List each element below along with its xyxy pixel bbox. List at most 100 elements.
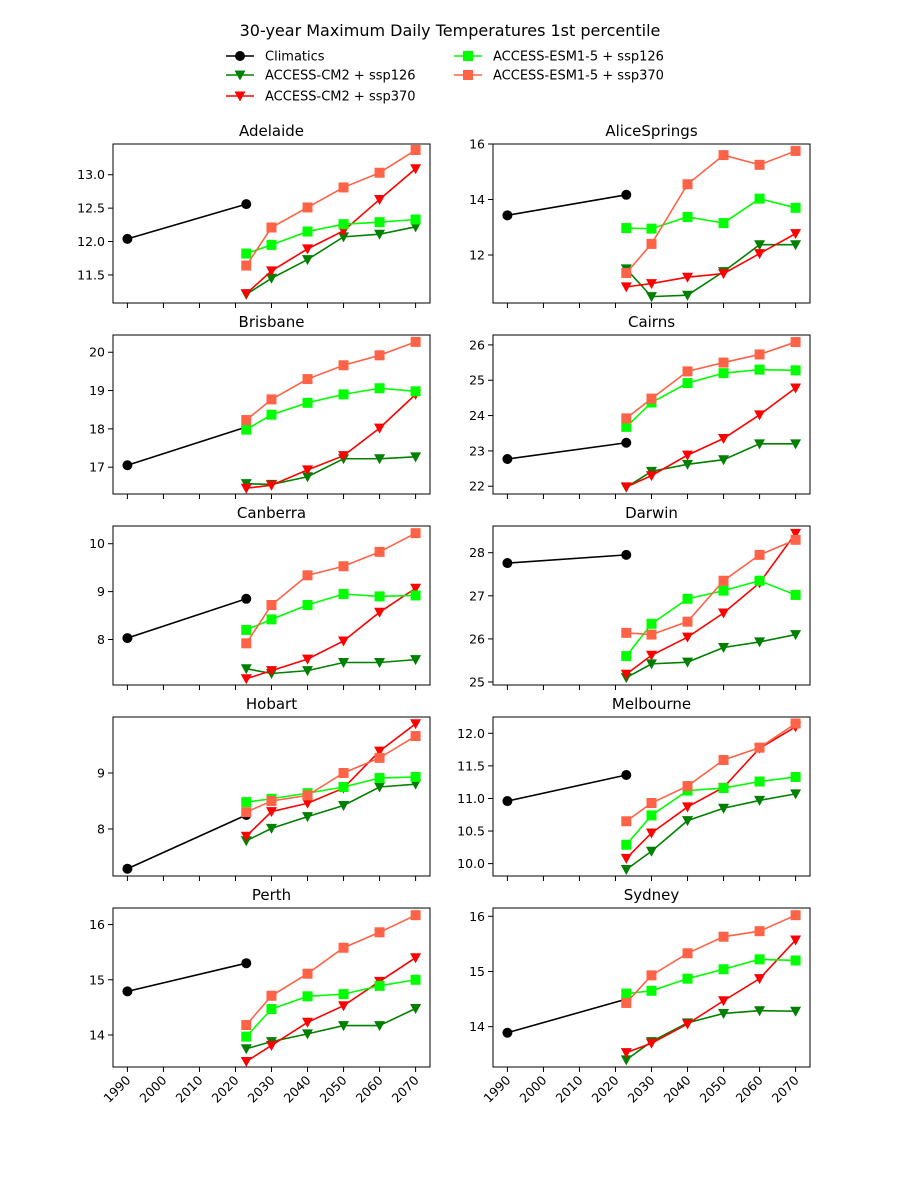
- axes-frame: [492, 716, 811, 877]
- subplot-title: Sydney: [624, 886, 680, 904]
- series-line-access-esm1-5-ssp370: [245, 149, 417, 267]
- data-point-climatics-1990: [122, 986, 133, 997]
- legend-marker-access-cm2-ssp126: [234, 70, 246, 81]
- data-point-access-esm1-5-ssp126-2070: [410, 386, 421, 397]
- data-point-access-esm1-5-ssp126-2070: [410, 974, 421, 985]
- data-point-access-cm2-ssp126-2030: [266, 273, 277, 284]
- data-point-access-esm1-5-ssp370-2030: [646, 798, 657, 809]
- data-point-access-esm1-5-ssp370-2060: [374, 927, 385, 938]
- series-access-esm1-5-ssp370: [621, 145, 801, 279]
- data-point-access-cm2-ssp370-2050: [338, 636, 350, 647]
- data-point-access-esm1-5-ssp370-2050: [718, 357, 729, 368]
- data-point-access-esm1-5-ssp126-2060: [374, 980, 385, 991]
- subplot-title: Hobart: [246, 695, 297, 713]
- data-point-access-cm2-ssp126-2070: [790, 789, 802, 800]
- data-point-access-cm2-ssp126-2023: [240, 1044, 252, 1055]
- axes-frame: [492, 143, 811, 304]
- data-point-climatics-1990: [502, 796, 513, 807]
- data-point-access-esm1-5-ssp126-2023: [241, 1031, 252, 1042]
- data-point-access-esm1-5-ssp126-2040: [302, 600, 313, 611]
- legend-marker-climatics: [235, 51, 245, 61]
- plot-area: [502, 528, 802, 684]
- data-point-access-esm1-5-ssp370-2070: [410, 145, 421, 156]
- data-point-access-esm1-5-ssp370-2070: [410, 731, 421, 742]
- data-point-access-esm1-5-ssp370-2060: [754, 549, 765, 560]
- data-point-access-cm2-ssp370-2023: [240, 674, 252, 685]
- series-climatics: [502, 769, 632, 807]
- data-point-access-cm2-ssp126-2060: [754, 637, 766, 648]
- subplot-melbourne: Melbourne 10.0 10.5 11.0 11.5 12.0: [457, 695, 811, 881]
- data-point-access-esm1-5-ssp126-2040: [682, 378, 693, 389]
- data-point-access-cm2-ssp370-2023: [620, 669, 632, 680]
- data-point-access-esm1-5-ssp370-2060: [754, 742, 765, 753]
- data-point-access-esm1-5-ssp370-2070: [790, 337, 801, 348]
- data-point-climatics-2023: [241, 958, 252, 969]
- data-point-access-esm1-5-ssp126-2050: [718, 964, 729, 975]
- data-point-access-esm1-5-ssp126-2023: [241, 424, 252, 435]
- data-point-access-cm2-ssp370-2030: [266, 480, 277, 491]
- data-point-access-cm2-ssp370-2070: [790, 229, 802, 240]
- data-point-access-esm1-5-ssp126-2070: [790, 365, 801, 376]
- series-access-esm1-5-ssp370: [621, 337, 801, 424]
- data-point-access-esm1-5-ssp370-2070: [790, 718, 801, 729]
- data-point-access-cm2-ssp370-2040: [682, 632, 694, 643]
- data-point-access-esm1-5-ssp370-2023: [241, 1020, 252, 1031]
- data-point-access-cm2-ssp126-2070: [790, 439, 802, 450]
- series-line-climatics: [127, 203, 247, 240]
- data-point-access-cm2-ssp370-2070: [790, 935, 802, 946]
- series-access-esm1-5-ssp126: [621, 954, 801, 999]
- data-point-climatics-1990: [122, 863, 133, 874]
- series-access-cm2-ssp370: [620, 383, 802, 493]
- data-point-access-cm2-ssp370-2040: [302, 798, 314, 809]
- series-access-cm2-ssp126: [620, 789, 802, 875]
- series-access-esm1-5-ssp126: [241, 589, 421, 635]
- legend-entry-access-cm2-ssp370: ACCESS-CM2 + ssp370: [226, 90, 416, 105]
- data-point-access-cm2-ssp370-2040: [302, 244, 314, 255]
- series-access-esm1-5-ssp370: [241, 528, 421, 649]
- data-point-access-cm2-ssp370-2060: [374, 746, 386, 757]
- series-access-cm2-ssp370: [240, 583, 422, 685]
- data-point-access-cm2-ssp126-2070: [790, 1006, 802, 1017]
- series-access-esm1-5-ssp126: [241, 974, 421, 1042]
- data-point-access-esm1-5-ssp370-2050: [338, 942, 349, 953]
- y-tick-label: 15: [89, 972, 105, 987]
- series-access-esm1-5-ssp370: [621, 910, 801, 1008]
- data-point-access-esm1-5-ssp126-2030: [646, 985, 657, 996]
- axes-frame: [112, 907, 431, 1068]
- data-point-access-cm2-ssp126-2050: [718, 643, 730, 654]
- data-point-access-esm1-5-ssp370-2040: [302, 570, 313, 581]
- data-point-access-cm2-ssp126-2040: [302, 812, 314, 823]
- data-point-access-esm1-5-ssp370-2030: [646, 238, 657, 249]
- data-point-access-cm2-ssp370-2050: [718, 608, 730, 619]
- data-point-climatics-1990: [502, 454, 513, 465]
- data-point-access-cm2-ssp370-2060: [754, 249, 766, 260]
- y-tick-label: 9: [97, 765, 105, 780]
- data-point-access-esm1-5-ssp126-2023: [241, 797, 252, 808]
- data-point-access-esm1-5-ssp370-2040: [302, 202, 313, 213]
- series-line-access-cm2-ssp370: [246, 587, 417, 680]
- data-point-access-cm2-ssp126-2070: [410, 1003, 422, 1014]
- series-line-access-cm2-ssp370: [245, 723, 417, 837]
- legend-label-climatics: Climatics: [265, 50, 325, 65]
- data-point-access-esm1-5-ssp126-2070: [790, 771, 801, 782]
- series-line-access-cm2-ssp126: [625, 793, 796, 871]
- data-point-access-cm2-ssp370-2040: [302, 654, 314, 665]
- series-access-esm1-5-ssp370: [241, 336, 421, 426]
- data-point-access-cm2-ssp126-2040: [302, 1029, 314, 1040]
- data-point-access-esm1-5-ssp370-2030: [266, 394, 277, 405]
- data-point-access-esm1-5-ssp370-2030: [266, 990, 277, 1001]
- data-point-climatics-1990: [122, 460, 133, 471]
- data-point-access-cm2-ssp370-2050: [718, 996, 730, 1007]
- data-point-access-esm1-5-ssp370-2023: [621, 413, 632, 424]
- data-point-access-cm2-ssp126-2050: [718, 803, 730, 814]
- legend-label-access-esm1-5-ssp370: ACCESS-ESM1-5 + ssp370: [493, 69, 664, 84]
- plot-area: [122, 336, 422, 494]
- data-point-climatics-1990: [502, 558, 513, 569]
- data-point-access-esm1-5-ssp126-2023: [241, 248, 252, 259]
- y-tick-label: 16: [469, 137, 485, 152]
- series-climatics: [122, 593, 252, 644]
- plot-area: [502, 910, 802, 1066]
- data-point-access-esm1-5-ssp370-2040: [302, 968, 313, 979]
- y-tick-label: 18: [89, 421, 105, 436]
- series-line-access-cm2-ssp126: [625, 633, 796, 679]
